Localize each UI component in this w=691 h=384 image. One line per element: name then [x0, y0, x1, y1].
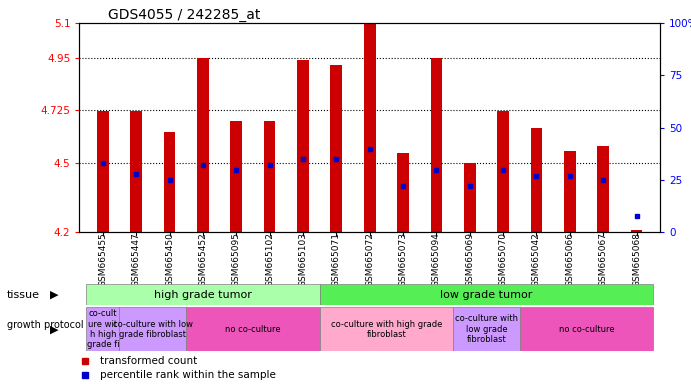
Text: GSM665067: GSM665067 — [598, 232, 607, 287]
Bar — [120, 307, 186, 351]
Text: no co-culture: no co-culture — [225, 325, 281, 334]
Text: GSM665072: GSM665072 — [365, 232, 375, 287]
Bar — [531, 127, 542, 232]
Bar — [631, 230, 643, 232]
Bar — [397, 153, 409, 232]
Bar — [197, 58, 209, 232]
Bar — [464, 162, 475, 232]
Text: low grade tumor: low grade tumor — [440, 290, 533, 300]
Text: GDS4055 / 242285_at: GDS4055 / 242285_at — [108, 8, 261, 22]
Bar — [264, 121, 276, 232]
Text: GSM665447: GSM665447 — [132, 232, 141, 287]
Text: ▶: ▶ — [50, 324, 58, 334]
Text: co-cult
ure wit
h high
grade fi: co-cult ure wit h high grade fi — [86, 309, 119, 349]
Text: GSM665071: GSM665071 — [332, 232, 341, 287]
Bar — [320, 307, 453, 351]
Text: GSM665042: GSM665042 — [532, 232, 541, 287]
Text: ▶: ▶ — [50, 290, 58, 300]
Bar — [430, 58, 442, 232]
Text: tissue: tissue — [7, 290, 40, 300]
Text: GSM665452: GSM665452 — [198, 232, 207, 287]
Text: GSM665103: GSM665103 — [299, 232, 307, 287]
Bar — [564, 151, 576, 232]
Bar — [453, 307, 520, 351]
Bar — [164, 132, 176, 232]
Bar — [597, 146, 609, 232]
Text: co-culture with
low grade
fibroblast: co-culture with low grade fibroblast — [455, 314, 518, 344]
Bar — [86, 284, 320, 305]
Text: GSM665095: GSM665095 — [231, 232, 240, 287]
Bar — [86, 307, 120, 351]
Text: GSM665455: GSM665455 — [98, 232, 107, 287]
Bar — [498, 111, 509, 232]
Text: transformed count: transformed count — [100, 356, 197, 366]
Text: co-culture with low
grade fibroblast: co-culture with low grade fibroblast — [113, 319, 193, 339]
Text: GSM665068: GSM665068 — [632, 232, 641, 287]
Bar — [330, 65, 342, 232]
Bar — [364, 23, 375, 232]
Bar — [320, 284, 653, 305]
Bar — [520, 307, 653, 351]
Text: GSM665073: GSM665073 — [399, 232, 408, 287]
Text: no co-culture: no co-culture — [559, 325, 614, 334]
Text: GSM665070: GSM665070 — [499, 232, 508, 287]
Bar — [97, 111, 108, 232]
Text: GSM665102: GSM665102 — [265, 232, 274, 287]
Bar — [230, 121, 242, 232]
Text: GSM665094: GSM665094 — [432, 232, 441, 287]
Text: GSM665066: GSM665066 — [565, 232, 574, 287]
Text: GSM665069: GSM665069 — [465, 232, 474, 287]
Text: co-culture with high grade
fibroblast: co-culture with high grade fibroblast — [331, 319, 442, 339]
Text: GSM665450: GSM665450 — [165, 232, 174, 287]
Bar — [297, 60, 309, 232]
Bar — [131, 111, 142, 232]
Text: high grade tumor: high grade tumor — [154, 290, 252, 300]
Text: percentile rank within the sample: percentile rank within the sample — [100, 370, 276, 380]
Bar — [186, 307, 320, 351]
Text: growth protocol: growth protocol — [7, 320, 84, 330]
